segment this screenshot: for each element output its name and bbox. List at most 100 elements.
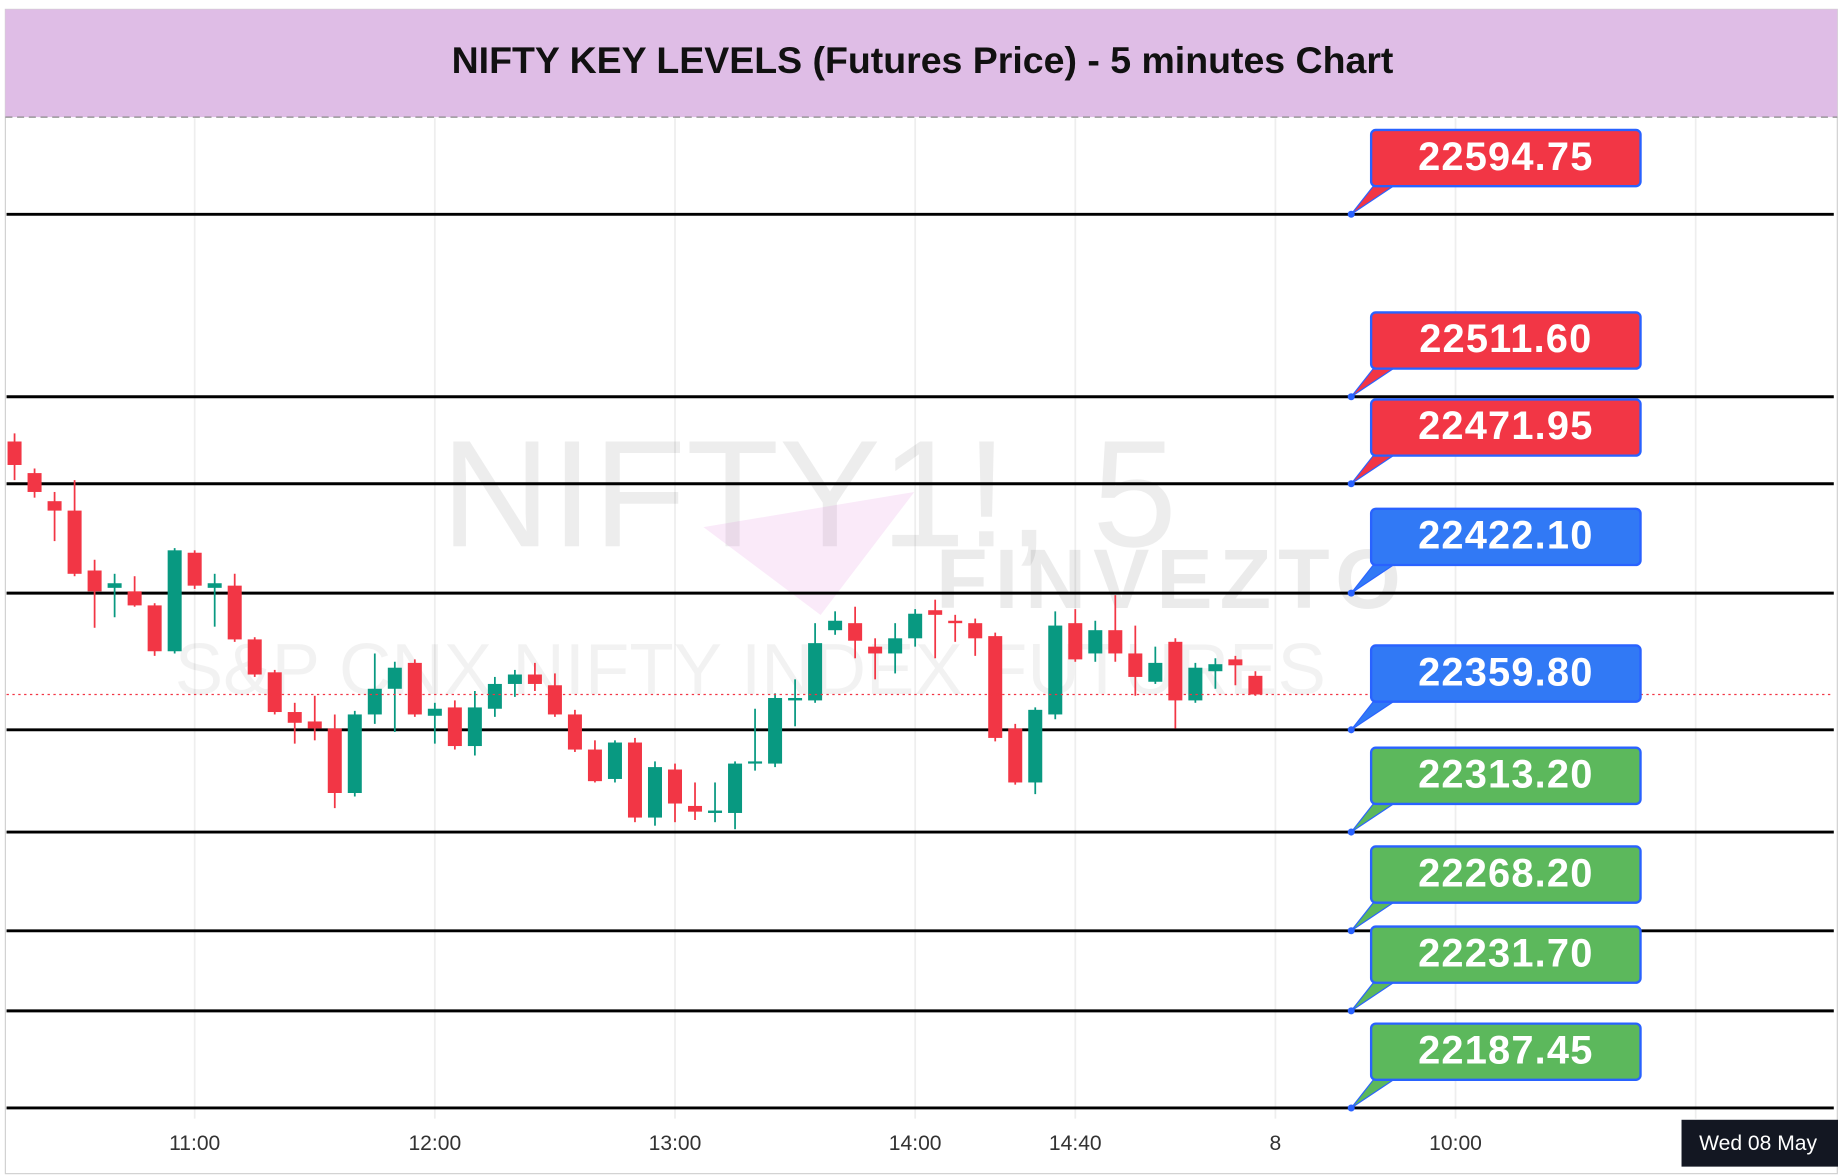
chart-title: NIFTY KEY LEVELS (Futures Price) - 5 min… bbox=[452, 39, 1394, 81]
candle-body bbox=[127, 591, 142, 606]
crosshair-date-box bbox=[1681, 1119, 1838, 1167]
candle-body bbox=[7, 441, 22, 465]
candle-body bbox=[948, 620, 963, 624]
candle-body bbox=[848, 623, 863, 641]
candle-body bbox=[968, 623, 983, 639]
candle-body bbox=[1108, 630, 1123, 654]
level-label-box bbox=[1369, 311, 1642, 370]
candle-body bbox=[908, 613, 923, 639]
candle-body bbox=[487, 683, 502, 709]
candle-body bbox=[147, 605, 162, 652]
x-tick-label: 14:00 bbox=[889, 1132, 942, 1155]
level-label: 22359.80 bbox=[1418, 650, 1593, 694]
level-anchor bbox=[1347, 726, 1355, 734]
level-anchor bbox=[1347, 1104, 1355, 1112]
candle-body bbox=[227, 585, 242, 640]
level-anchor bbox=[1347, 210, 1355, 218]
level-anchor bbox=[1347, 1007, 1355, 1015]
level-label-box bbox=[1369, 746, 1642, 806]
candle-body bbox=[67, 510, 82, 574]
level-label: 22511.60 bbox=[1419, 317, 1592, 361]
candle-body bbox=[667, 769, 683, 804]
level-label: 22231.70 bbox=[1418, 931, 1593, 975]
candle-body bbox=[1008, 728, 1023, 783]
candle-body bbox=[467, 707, 482, 747]
candle-body bbox=[1148, 662, 1163, 682]
candle-body bbox=[888, 638, 903, 654]
candle-body bbox=[1128, 653, 1143, 677]
brand-logo bbox=[703, 491, 915, 615]
level-label-box bbox=[1369, 1022, 1642, 1082]
level-labels: 22594.75 22511.60 22471.95 22422.10 22359.80… bbox=[1347, 128, 1642, 1112]
candle-body bbox=[627, 742, 642, 818]
level-anchor bbox=[1347, 927, 1355, 935]
x-tick-label: 11:00 bbox=[169, 1132, 220, 1155]
candle-body bbox=[267, 672, 282, 713]
x-tick-label: 13:00 bbox=[649, 1132, 702, 1155]
candle-body bbox=[788, 697, 803, 701]
level-anchor bbox=[1347, 828, 1355, 836]
candle-body bbox=[447, 707, 462, 747]
candle-body bbox=[547, 685, 562, 715]
candle-body bbox=[527, 674, 542, 684]
candle-body bbox=[728, 763, 743, 813]
candle-body bbox=[647, 767, 662, 818]
candle-body bbox=[87, 570, 102, 592]
candle-body bbox=[247, 639, 262, 675]
level-label: 22313.20 bbox=[1418, 753, 1593, 797]
level-label-box bbox=[1369, 398, 1642, 457]
level-label: 22187.45 bbox=[1418, 1028, 1593, 1072]
candle-body bbox=[427, 708, 442, 716]
watermark-symbol: NIFTY1!, 5 bbox=[441, 409, 1177, 579]
level-label-box bbox=[1369, 128, 1642, 188]
level-label-box bbox=[1369, 644, 1642, 703]
candle-body bbox=[307, 721, 322, 729]
candle-body bbox=[708, 810, 723, 813]
level-label-box bbox=[1369, 925, 1642, 984]
candle-body bbox=[748, 761, 763, 764]
candle-body bbox=[828, 620, 843, 631]
candle-body bbox=[1208, 664, 1223, 672]
candle-body bbox=[808, 643, 823, 701]
x-tick-label: 8 bbox=[1270, 1132, 1282, 1155]
x-tick-label: 10:00 bbox=[1429, 1132, 1482, 1155]
candle-body bbox=[928, 610, 943, 615]
candle-body bbox=[1088, 630, 1103, 654]
key-levels bbox=[6, 212, 1834, 1110]
candle-body bbox=[107, 583, 122, 588]
candle-body bbox=[507, 674, 522, 684]
level-label: 22422.10 bbox=[1418, 514, 1593, 558]
candle-body bbox=[287, 712, 302, 723]
level-anchor bbox=[1347, 393, 1355, 401]
level-anchor bbox=[1347, 589, 1355, 597]
candle-body bbox=[607, 742, 622, 779]
x-tick-label: 14:40 bbox=[1049, 1132, 1102, 1155]
x-tick-label: 12:00 bbox=[408, 1132, 461, 1155]
level-label-box bbox=[1369, 507, 1642, 567]
candle-body bbox=[567, 714, 582, 750]
level-label: 22268.20 bbox=[1418, 851, 1593, 895]
candle-body bbox=[47, 501, 62, 511]
candle-body bbox=[167, 550, 182, 652]
candle-body bbox=[387, 667, 402, 689]
candle-body bbox=[688, 805, 703, 812]
candle-body bbox=[327, 728, 342, 793]
title-band bbox=[5, 9, 1838, 118]
level-anchor bbox=[1347, 480, 1355, 488]
candle-body bbox=[1248, 675, 1263, 695]
candle-body bbox=[347, 714, 362, 793]
candle-body bbox=[27, 473, 42, 492]
level-label-box bbox=[1369, 845, 1642, 904]
candle-body bbox=[187, 552, 202, 586]
candle-body bbox=[367, 688, 382, 715]
crosshair-date: Wed 08 May bbox=[1699, 1132, 1817, 1155]
watermark: NIFTY1!, 5 S&P CNX NIFTY INDEX FUTURES F… bbox=[175, 409, 1401, 710]
candle-body bbox=[1188, 667, 1203, 701]
candle-body bbox=[1228, 659, 1243, 666]
candle-body bbox=[1168, 641, 1183, 701]
candles bbox=[6, 433, 1834, 830]
candle-body bbox=[587, 749, 602, 782]
candle-body bbox=[768, 697, 783, 764]
